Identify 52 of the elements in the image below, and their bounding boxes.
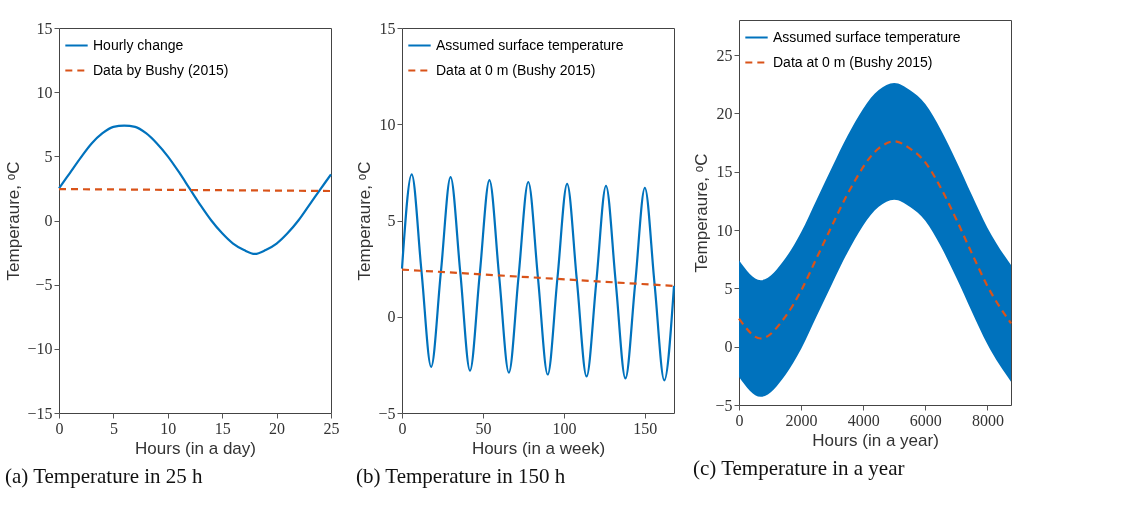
legend-label: Assumed surface temperature <box>436 36 624 53</box>
y-tick-label: 25 <box>716 46 733 64</box>
x-tick-label: 25 <box>323 419 340 437</box>
legend-label: Hourly change <box>93 36 184 53</box>
x-tick-label: 8000 <box>971 411 1004 429</box>
x-tick-label: 6000 <box>909 411 942 429</box>
x-axis-title: Hours (in a day) <box>135 438 256 458</box>
y-tick-label: −10 <box>27 340 53 358</box>
x-tick-label: 50 <box>475 419 492 437</box>
y-axis-title: Temperaure, ᵒC <box>355 161 375 281</box>
x-tick-label: 4000 <box>847 411 880 429</box>
y-tick-label: −5 <box>715 396 733 414</box>
y-axis-title: Temperaure, ᵒC <box>4 161 24 281</box>
y-tick-label: 15 <box>379 19 396 37</box>
y-tick-label: 5 <box>44 147 53 165</box>
y-tick-label: 5 <box>387 212 396 229</box>
x-tick-label: 100 <box>552 419 577 437</box>
y-tick-label: 15 <box>716 163 733 181</box>
x-tick-label: 5 <box>109 419 118 437</box>
x-tick-label: 10 <box>160 419 177 437</box>
x-tick-label: 20 <box>269 419 286 437</box>
legend-label: Data at 0 m (Bushy 2015) <box>773 53 933 70</box>
y-tick-label: −5 <box>378 404 396 422</box>
x-tick-label: 2000 <box>785 411 818 429</box>
y-tick-label: 10 <box>36 83 53 101</box>
y-tick-label: 10 <box>379 115 396 133</box>
text: (c) Temperature in a year <box>692 456 905 480</box>
legend-label: Assumed surface temperature <box>773 28 961 45</box>
y-axis-title: Temperaure, ᵒC <box>692 153 712 273</box>
y-tick-label: 0 <box>724 338 733 356</box>
x-tick-label: 0 <box>735 411 744 429</box>
y-tick-label: −5 <box>35 276 53 294</box>
x-tick-label: 15 <box>214 419 231 437</box>
x-tick-label: 0 <box>55 419 64 437</box>
line-series <box>737 140 1013 340</box>
y-tick-label: 5 <box>724 279 733 297</box>
line-series <box>57 124 333 255</box>
x-axis-title: Hours (in a week) <box>471 438 606 458</box>
y-tick-label: 20 <box>716 104 733 122</box>
y-tick-label: −15 <box>27 404 53 422</box>
legend-label: Data at 0 m (Bushy 2015) <box>436 61 596 78</box>
y-tick-label: 10 <box>716 221 733 239</box>
text: (b) Temperature in 150 h <box>355 464 566 488</box>
text: (a) Temperature in 25 h <box>4 464 204 488</box>
line-series <box>400 173 676 382</box>
x-tick-label: 0 <box>398 419 407 437</box>
legend-label: Data by Bushy (2015) <box>93 61 229 78</box>
y-tick-label: 0 <box>387 308 396 326</box>
x-axis-title: Hours (in a year) <box>812 430 939 450</box>
y-tick-label: 0 <box>44 212 53 229</box>
x-tick-label: 150 <box>633 419 658 437</box>
y-tick-label: 15 <box>36 19 53 37</box>
